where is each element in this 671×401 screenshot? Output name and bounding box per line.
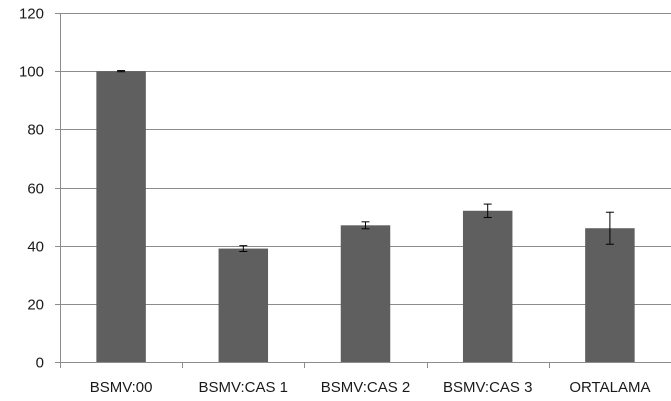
bar-bsmv-cas-2	[340, 225, 391, 362]
x-category-label: ORTALAMA	[569, 379, 650, 396]
y-tick-label: 20	[27, 297, 44, 314]
y-tick-label: 80	[27, 122, 44, 139]
y-tick-labels: 0 20 40 60 80 100 120	[19, 6, 44, 372]
error-bar	[117, 70, 126, 73]
bar-bsmv-cas-1	[218, 248, 269, 362]
y-tick-label: 40	[27, 239, 44, 256]
error-bar	[239, 245, 248, 252]
x-category-label: BSMV:CAS 1	[199, 379, 288, 396]
bar-ortalama	[585, 228, 635, 362]
axes	[55, 13, 671, 368]
y-tick-label: 120	[19, 6, 44, 23]
x-category-label: BSMV:CAS 2	[321, 379, 410, 396]
bars	[96, 71, 635, 363]
error-bars	[117, 70, 614, 252]
x-category-labels: BSMV:00 BSMV:CAS 1 BSMV:CAS 2 BSMV:CAS 3 ORT…	[90, 379, 651, 396]
y-tick-label: 0	[36, 355, 44, 372]
y-tick-label: 60	[27, 181, 44, 198]
y-tick-label: 100	[19, 64, 44, 81]
error-bar	[483, 203, 492, 218]
error-bar	[361, 221, 370, 230]
bar-bsmv-00	[96, 71, 146, 363]
x-category-label: BSMV:00	[90, 379, 153, 396]
error-bar	[605, 211, 614, 245]
gridlines	[60, 13, 671, 305]
bar-bsmv-cas-3	[462, 210, 513, 362]
x-category-label: BSMV:CAS 3	[443, 379, 532, 396]
